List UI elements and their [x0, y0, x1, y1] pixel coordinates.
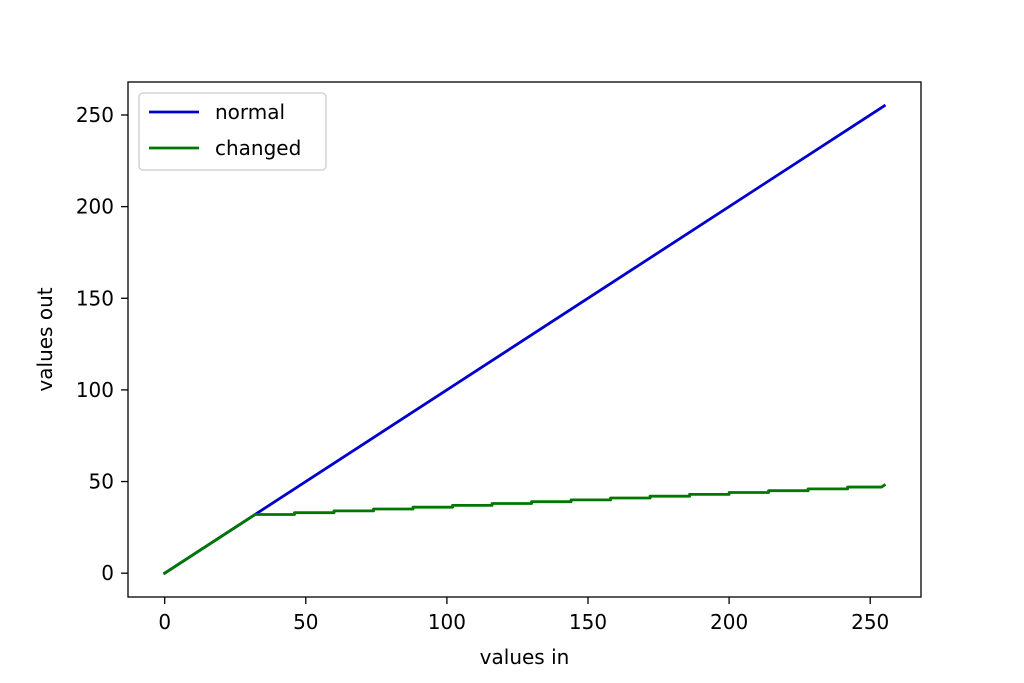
- y-tick-label: 50: [89, 470, 114, 494]
- x-tick-label: 250: [851, 610, 889, 634]
- y-tick-label: 0: [101, 561, 114, 585]
- x-tick-label: 100: [428, 610, 466, 634]
- y-axis-label: values out: [33, 287, 57, 391]
- series-layer: [162, 103, 887, 576]
- plot-frame: [127, 81, 922, 598]
- legend-label-normal: normal: [215, 100, 285, 124]
- x-tick-label: 150: [569, 610, 607, 634]
- legend: normal changed: [138, 92, 327, 171]
- x-axis: 0 50 100 150 200 250: [158, 597, 889, 634]
- x-tick-label: 0: [158, 610, 171, 634]
- y-tick-label: 200: [76, 195, 114, 219]
- series-line-normal: [162, 103, 887, 576]
- x-axis-label: values in: [480, 645, 570, 669]
- x-tick-label: 50: [293, 610, 318, 634]
- y-tick-label: 100: [76, 378, 114, 402]
- series-line-changed: [162, 483, 887, 576]
- y-axis: 0 50 100 150 200 250: [76, 103, 128, 585]
- legend-label-changed: changed: [215, 136, 301, 160]
- x-tick-label: 200: [710, 610, 748, 634]
- y-tick-label: 150: [76, 286, 114, 310]
- y-tick-label: 250: [76, 103, 114, 127]
